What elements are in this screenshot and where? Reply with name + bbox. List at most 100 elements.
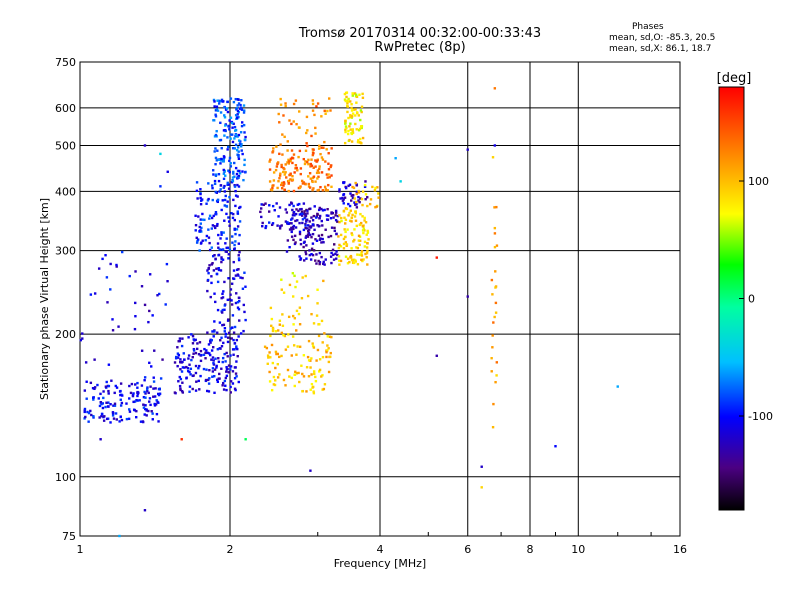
data-point <box>319 237 322 240</box>
data-point <box>343 141 347 145</box>
data-point <box>337 255 341 258</box>
data-point <box>351 128 355 131</box>
data-point <box>216 149 219 152</box>
data-point <box>208 377 211 380</box>
data-point <box>236 212 239 215</box>
data-point <box>349 128 352 131</box>
data-point <box>316 302 319 305</box>
data-point <box>266 354 270 357</box>
data-point <box>203 347 206 351</box>
data-point <box>219 184 223 187</box>
data-point <box>310 357 313 360</box>
data-point <box>317 188 321 192</box>
data-point <box>283 167 286 171</box>
data-point <box>236 109 240 113</box>
data-point <box>136 394 139 398</box>
data-point <box>133 409 137 412</box>
data-point <box>280 163 283 167</box>
data-point <box>235 148 239 152</box>
data-point <box>350 109 354 112</box>
data-point <box>215 108 219 111</box>
data-point <box>311 242 315 245</box>
data-point <box>107 392 110 395</box>
data-point <box>270 317 274 321</box>
data-point <box>106 301 109 304</box>
data-point <box>338 214 341 217</box>
data-point <box>355 183 358 186</box>
data-point <box>228 156 232 160</box>
data-point <box>293 317 297 320</box>
data-point <box>302 228 306 232</box>
data-point <box>214 156 218 160</box>
data-point <box>237 185 241 188</box>
data-point <box>212 214 215 218</box>
data-point <box>343 228 346 231</box>
data-point <box>315 216 318 219</box>
data-point <box>348 219 352 222</box>
data-point <box>196 342 199 345</box>
data-point <box>221 292 224 296</box>
data-point <box>281 170 285 174</box>
data-point <box>234 97 237 101</box>
data-point <box>236 306 240 309</box>
data-point <box>309 469 312 472</box>
data-point <box>348 183 352 186</box>
data-point <box>310 164 314 167</box>
data-point <box>310 216 313 219</box>
data-point <box>151 412 154 415</box>
data-point <box>244 318 247 322</box>
data-point <box>213 391 216 395</box>
data-point <box>363 219 366 222</box>
data-point <box>354 114 357 117</box>
data-point <box>280 187 284 190</box>
data-point <box>134 301 137 305</box>
data-point <box>303 259 306 262</box>
data-point <box>211 198 214 202</box>
data-point <box>286 368 290 372</box>
data-point <box>272 184 275 187</box>
data-point <box>314 238 317 241</box>
data-point <box>312 166 315 169</box>
data-point <box>210 263 214 266</box>
data-point <box>280 354 283 358</box>
data-point <box>223 204 226 207</box>
data-point <box>280 224 283 227</box>
data-point <box>322 241 325 244</box>
data-point <box>217 377 220 380</box>
data-point <box>215 129 218 133</box>
data-point <box>234 232 237 236</box>
data-point <box>119 393 122 397</box>
data-point <box>236 301 240 304</box>
data-point <box>229 293 232 296</box>
data-point <box>491 346 494 349</box>
data-point <box>243 158 246 162</box>
data-point <box>330 164 333 167</box>
data-point <box>306 233 310 236</box>
data-point <box>211 375 214 378</box>
data-point <box>350 232 353 235</box>
data-point <box>224 376 228 380</box>
data-point <box>494 286 497 289</box>
data-point <box>278 323 282 326</box>
data-point <box>306 355 310 359</box>
data-point <box>298 221 301 225</box>
data-point <box>223 116 227 119</box>
data-point <box>495 244 499 247</box>
data-point <box>192 352 195 355</box>
data-point <box>344 241 348 244</box>
data-point <box>120 401 124 405</box>
data-point <box>276 161 280 164</box>
data-point <box>339 197 342 200</box>
data-point <box>307 231 310 235</box>
data-point <box>304 183 307 186</box>
data-point <box>315 105 318 108</box>
data-point <box>196 239 199 243</box>
data-point <box>295 353 298 356</box>
data-point <box>330 226 334 229</box>
data-point <box>358 243 361 247</box>
data-point <box>237 258 241 262</box>
data-point <box>309 165 312 168</box>
data-point <box>236 116 239 119</box>
data-point <box>231 140 235 144</box>
data-point <box>212 269 216 272</box>
